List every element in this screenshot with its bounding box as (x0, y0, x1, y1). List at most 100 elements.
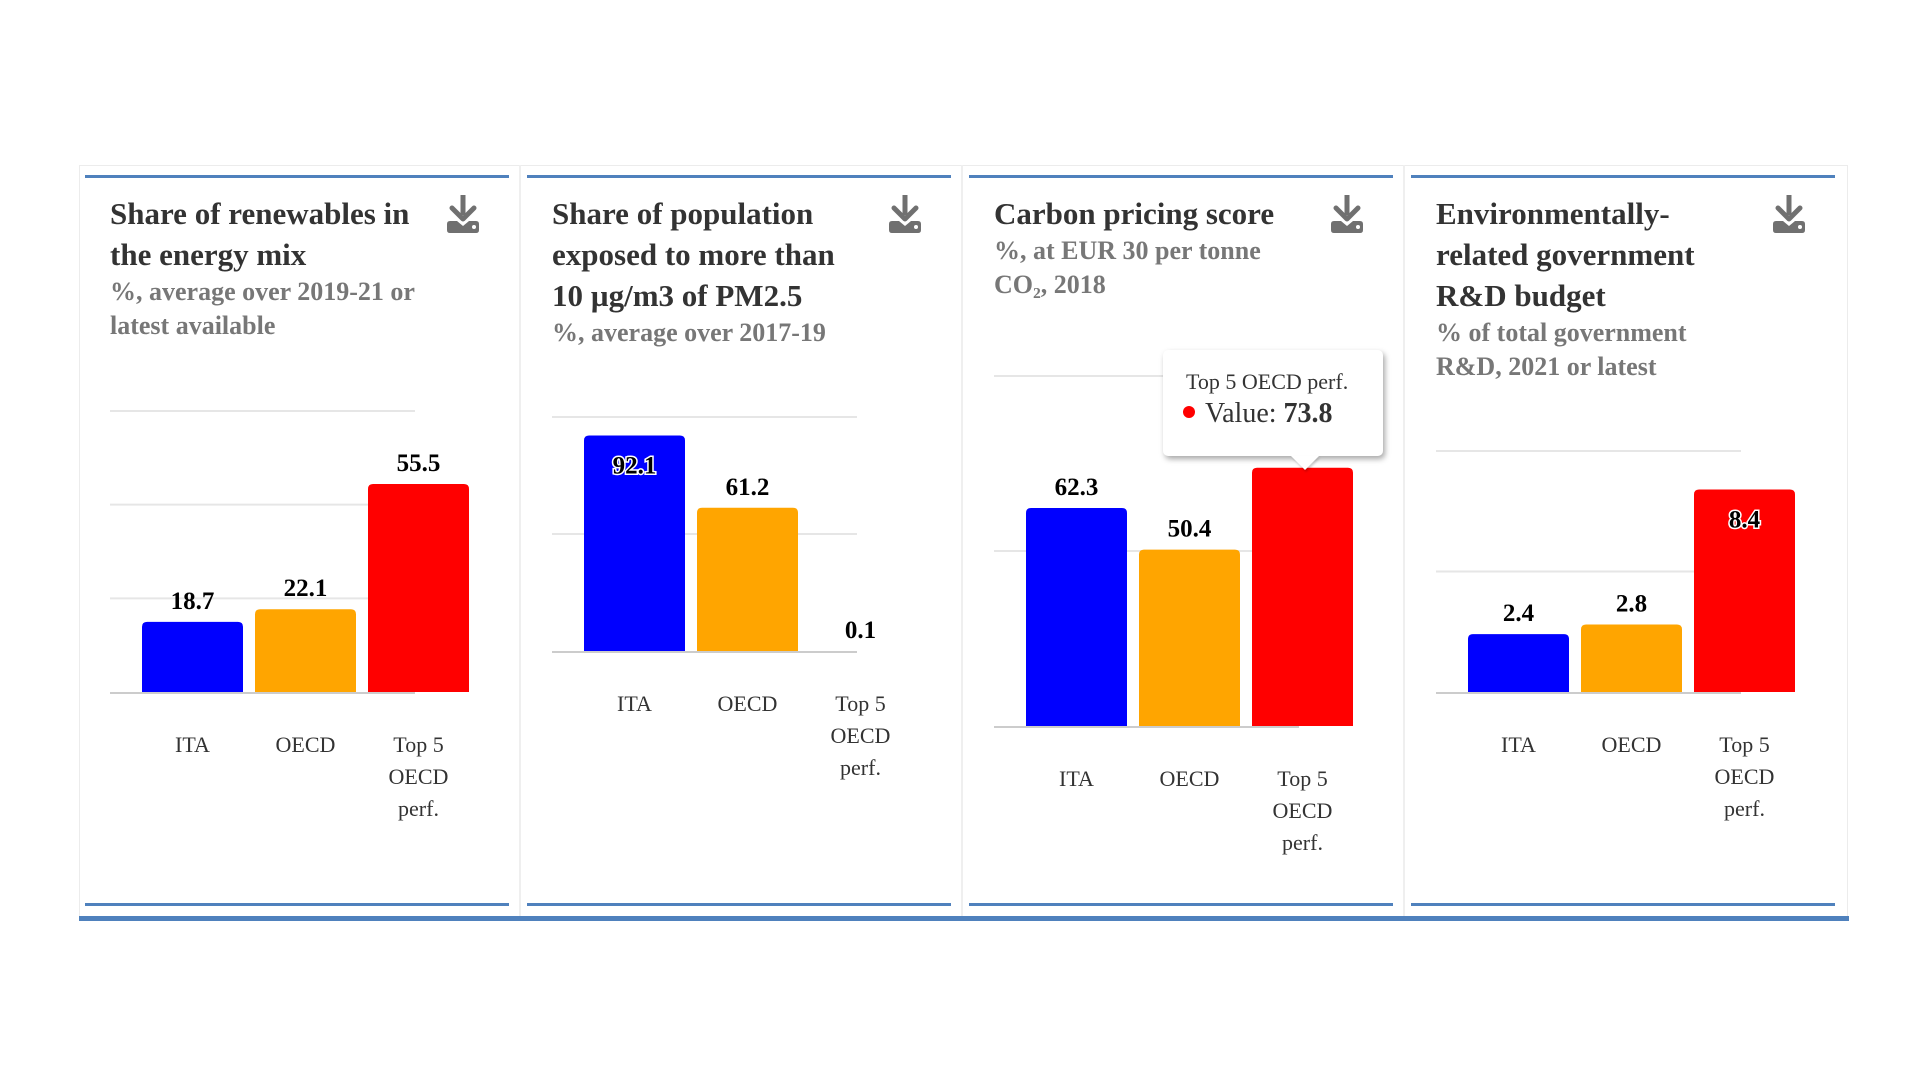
x-axis-tick-label-line: OECD (1715, 764, 1775, 789)
panel-bottom-rule (85, 903, 509, 906)
panel-title-text: Environmentally-related government R&D b… (1436, 196, 1695, 313)
data-label: 18.7 (171, 588, 215, 615)
tooltip-pointer (1291, 456, 1319, 470)
bar-chart: 62.3 ITA 50.4 OECD 73.8 Top 5 OECD perf. (994, 375, 1353, 855)
bar-top-5-oecd-perf- (368, 484, 469, 692)
data-label: 8.4 (1729, 507, 1761, 534)
data-label: 2.4 (1503, 600, 1535, 627)
chart-tooltip: Top 5 OECD perf. Value: 73.8 (1163, 350, 1383, 470)
panel-separator (519, 165, 521, 916)
x-axis-tick-label-line: Top 5 (835, 691, 885, 716)
data-label: 2.8 (1616, 591, 1647, 618)
panel-bottom-rule (1411, 903, 1835, 906)
x-axis-tick-label-line: Top 5 (1277, 766, 1327, 791)
dashboard-bottom-rule (79, 916, 1849, 921)
x-axis-tick-label: OECD (718, 691, 778, 716)
data-label: 92.1 (613, 452, 657, 479)
tooltip-value-label: Value: (1205, 398, 1277, 429)
bar-chart: 18.7 ITA 22.1 OECD 55.5 Top 5 OECD perf. (110, 410, 469, 821)
data-label: 0.1 (845, 617, 876, 644)
download-button[interactable] (443, 193, 483, 235)
panel-title: Environmentally-related government R&D b… (1436, 193, 1756, 384)
download-button[interactable] (885, 193, 925, 235)
x-axis-tick-label-line: OECD (718, 691, 778, 716)
panel-subtitle: %, average over 2017-19 (552, 318, 826, 347)
panel-env-rd-budget: Environmentally-related government R&D b… (1405, 165, 1847, 916)
x-axis-tick-label-line: OECD (1273, 798, 1333, 823)
data-label: 50.4 (1168, 516, 1212, 543)
x-axis-tick-label-line: perf. (1282, 830, 1323, 855)
panel-subtitle: %, at EUR 30 per tonne CO₂, 2018 (994, 236, 1261, 299)
bar-ita (1468, 634, 1569, 692)
bar-top-5-oecd-perf- (1252, 467, 1353, 726)
panel-subtitle: %, average over 2019-21 or latest availa… (110, 277, 415, 340)
panel-renewables: Share of renewables in the energy mix %,… (79, 165, 521, 916)
x-axis-tick-label-line: ITA (1059, 766, 1094, 791)
data-label: 55.5 (397, 450, 441, 477)
panel-top-rule (85, 175, 509, 178)
download-button[interactable] (1327, 193, 1367, 235)
download-icon (1773, 195, 1805, 233)
panel-top-rule (1411, 175, 1835, 178)
download-button[interactable] (1769, 193, 1809, 235)
x-axis-tick-label: ITA (1501, 732, 1536, 757)
panel-title-text: Carbon pricing score (994, 196, 1275, 231)
panel-separator (961, 165, 963, 916)
panel-top-rule (969, 175, 1393, 178)
dashboard-frame (79, 165, 1848, 918)
tooltip-value-row: Value: 73.8 (1183, 396, 1383, 432)
x-axis-tick-label-line: perf. (1724, 796, 1765, 821)
x-axis-tick-label: ITA (617, 691, 652, 716)
x-axis-tick-label-line: Top 5 (393, 732, 443, 757)
x-axis-tick-label-line: OECD (831, 723, 891, 748)
download-icon (1331, 195, 1363, 233)
panel-title-text: Share of renewables in the energy mix (110, 196, 410, 272)
bar-oecd (255, 609, 356, 692)
x-axis-tick-label-line: ITA (175, 732, 210, 757)
download-icon (447, 195, 479, 233)
data-label: 61.2 (726, 474, 770, 501)
x-axis-tick-label-line: OECD (389, 764, 449, 789)
x-axis-tick-label-line: perf. (840, 755, 881, 780)
x-axis-tick-label: Top 5 OECD perf. (1273, 766, 1333, 855)
bar-oecd (697, 507, 798, 651)
x-axis-tick-label-line: ITA (617, 691, 652, 716)
panel-title-text: Share of population exposed to more than… (552, 196, 835, 313)
data-label: 62.3 (1055, 474, 1099, 501)
panel-title: Carbon pricing score %, at EUR 30 per to… (994, 193, 1314, 302)
x-axis-tick-label: ITA (1059, 766, 1094, 791)
x-axis-tick-label-line: ITA (1501, 732, 1536, 757)
download-icon (889, 195, 921, 233)
bar-oecd (1139, 549, 1240, 726)
bar-chart: 92.1 ITA 61.2 OECD 0.1 Top 5 OECD perf. (552, 416, 891, 780)
x-axis-tick-label: Top 5 OECD perf. (389, 732, 449, 821)
x-axis-tick-label-line: OECD (1160, 766, 1220, 791)
panel-bottom-rule (527, 903, 951, 906)
x-axis-tick-label: ITA (175, 732, 210, 757)
x-axis-tick-label-line: perf. (398, 796, 439, 821)
panel-title: Share of renewables in the energy mix %,… (110, 193, 430, 343)
bar-chart: 2.4 ITA 2.8 OECD 8.4 Top 5 OECD perf. (1436, 450, 1795, 821)
panel-carbon-pricing: Carbon pricing score %, at EUR 30 per to… (963, 165, 1405, 916)
x-axis-tick-label: Top 5 OECD perf. (831, 691, 891, 780)
x-axis-tick-label-line: OECD (1602, 732, 1662, 757)
x-axis-tick-label: OECD (276, 732, 336, 757)
bar-ita (1026, 507, 1127, 726)
panel-subtitle: % of total government R&D, 2021 or lates… (1436, 318, 1687, 381)
x-axis-tick-label: Top 5 OECD perf. (1715, 732, 1775, 821)
panel-title: Share of population exposed to more than… (552, 193, 872, 350)
x-axis-tick-label-line: Top 5 (1719, 732, 1769, 757)
panel-pm25: Share of population exposed to more than… (521, 165, 963, 916)
tooltip-value: 73.8 (1283, 398, 1333, 429)
panel-top-rule (527, 175, 951, 178)
x-axis-tick-label: OECD (1160, 766, 1220, 791)
x-axis-tick-label-line: OECD (276, 732, 336, 757)
tooltip-series-dot-icon (1183, 406, 1195, 418)
x-axis-tick-label: OECD (1602, 732, 1662, 757)
panel-bottom-rule (969, 903, 1393, 906)
bar-oecd (1581, 624, 1682, 692)
data-label: 22.1 (284, 575, 328, 602)
panel-separator (1403, 165, 1405, 916)
bar-top-5-oecd-perf- (1694, 489, 1795, 692)
tooltip-series-name: Top 5 OECD perf. (1186, 369, 1349, 394)
